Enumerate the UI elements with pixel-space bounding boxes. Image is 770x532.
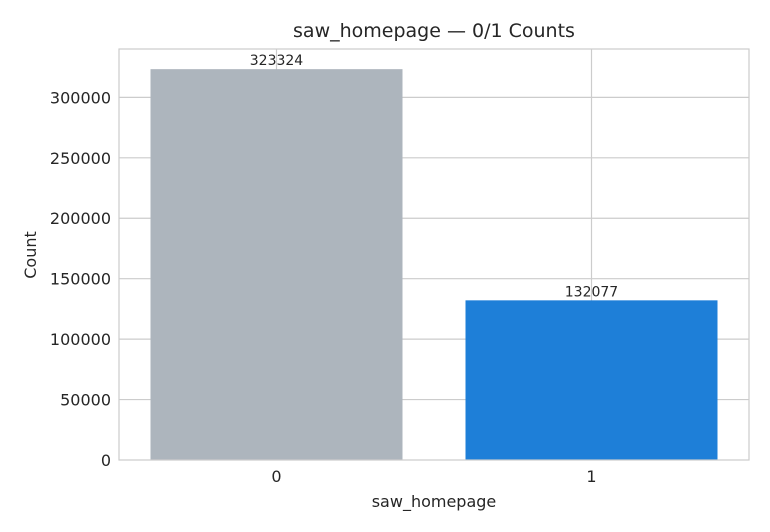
data-label-0: 323324 [250, 53, 304, 69]
bar-0 [150, 69, 403, 461]
y-tick-label: 0 [101, 451, 111, 470]
y-tick-label: 100000 [50, 330, 111, 349]
plot-frame [118, 48, 750, 461]
y-tick-label: 200000 [50, 209, 111, 228]
x-tick-label: 0 [271, 467, 281, 486]
y-tick-labels: 0 50000 100000 150000 200000 250000 300000 [50, 88, 111, 470]
x-tick-label: 1 [586, 467, 596, 486]
chart-title: saw_homepage — 0/1 Counts [293, 20, 575, 42]
data-label-1: 132077 [565, 284, 618, 300]
y-tick-label: 50000 [60, 391, 111, 410]
y-tick-label: 250000 [50, 149, 111, 168]
y-tick-label: 300000 [50, 88, 111, 107]
bars [150, 69, 718, 461]
y-tick-label: 150000 [50, 270, 111, 289]
data-labels: 323324 132077 [250, 53, 618, 300]
x-axis-label: saw_homepage [372, 492, 497, 512]
bar-1 [465, 300, 718, 460]
y-axis-label: Count [21, 231, 40, 279]
